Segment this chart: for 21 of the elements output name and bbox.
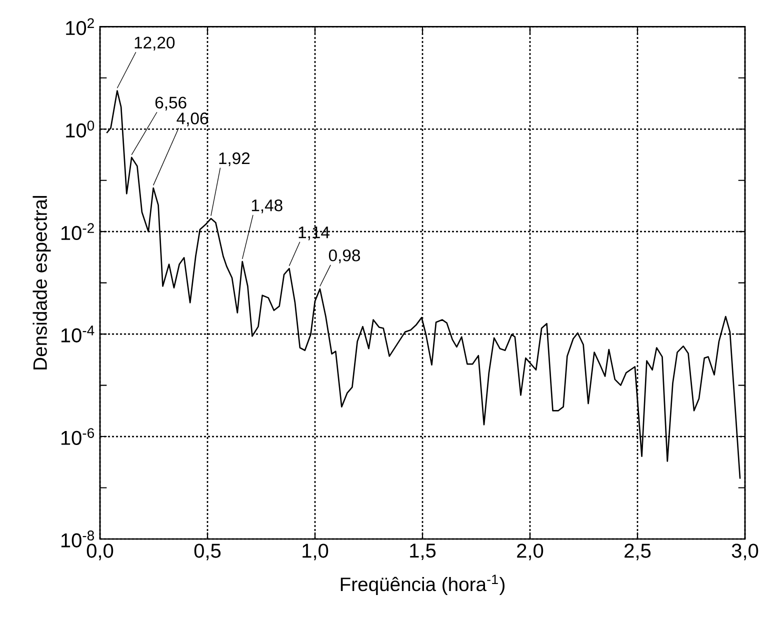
annotation: 0,98 bbox=[328, 250, 360, 264]
annotation: 1,14 bbox=[298, 226, 330, 240]
annotation: 6,56 bbox=[155, 96, 186, 110]
annotation: 4,06 bbox=[176, 112, 208, 126]
x-tick-label: 1,5 bbox=[410, 544, 436, 560]
y-tick-label: 10$^{-2}$ bbox=[61, 223, 94, 240]
y-tick-label: 10$^{-6}$ bbox=[61, 428, 94, 445]
annotation: 1,48 bbox=[252, 199, 282, 214]
x-tick-label: 3,0 bbox=[732, 544, 758, 560]
x-tick-label: 2,0 bbox=[517, 544, 544, 560]
annotation: 1,92 bbox=[219, 152, 250, 166]
y-tick-label: 10$^{2}$ bbox=[66, 18, 94, 36]
y-axis-title: Densidade espectral bbox=[32, 196, 51, 370]
y-tick-label: 10$^{0}$ bbox=[66, 120, 94, 138]
x-axis-title: Freqüência (hora$^{-1}$) bbox=[340, 574, 504, 596]
x-tick-label: 0,5 bbox=[194, 544, 221, 560]
x-tick-label: 2,5 bbox=[624, 544, 651, 560]
y-tick-label: 10$^{-4}$ bbox=[61, 326, 94, 342]
x-tick-label: 1,0 bbox=[302, 544, 328, 560]
annotation: 12,20 bbox=[134, 36, 175, 50]
line-series bbox=[106, 90, 741, 480]
